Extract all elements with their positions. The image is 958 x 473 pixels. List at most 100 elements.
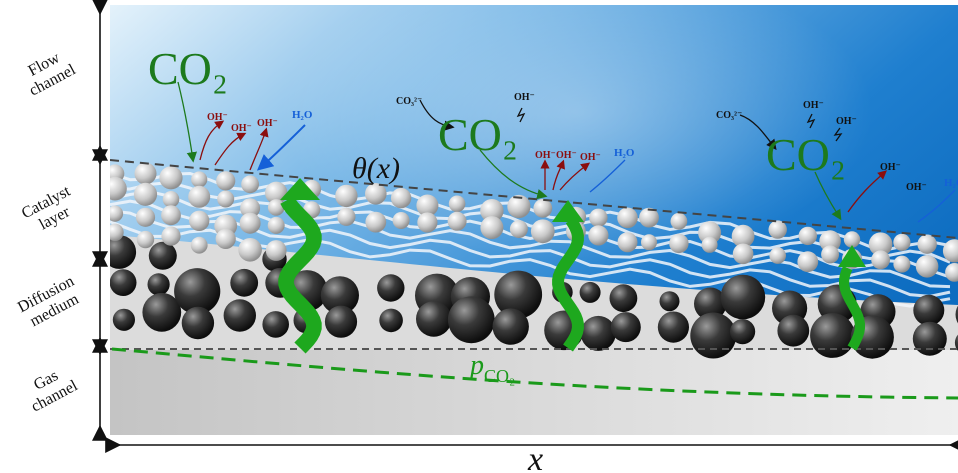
species-label: CO₃²⁻ [716, 110, 742, 121]
species-label: H₂O [614, 147, 635, 159]
carbon-particle [611, 312, 641, 342]
catalyst-particle [917, 235, 936, 254]
catalyst-particle [449, 196, 466, 213]
species-label: OH⁻ [257, 118, 278, 129]
carbon-particle [113, 309, 135, 331]
catalyst-particle [161, 227, 180, 246]
carbon-particle [690, 313, 736, 359]
diagram: CO₂ OH⁻ OH⁻ OH⁻ H₂O CO₃²⁻ OH⁻ CO₂ OH⁻ OH… [0, 0, 958, 473]
catalyst-particle [365, 212, 386, 233]
carbon-particle [580, 282, 601, 303]
catalyst-particle [510, 220, 528, 238]
carbon-particle [810, 313, 855, 358]
carbon-particle [658, 312, 689, 343]
catalyst-particle [240, 213, 261, 234]
species-label: OH⁻ [836, 116, 857, 127]
x-axis-label: x [527, 441, 543, 473]
species-label: OH⁻ [514, 92, 535, 103]
catalyst-particle [268, 199, 285, 216]
catalyst-particle [103, 177, 127, 201]
carbon-particle [377, 274, 404, 301]
species-label: H₂O [292, 109, 313, 121]
catalyst-particle [916, 255, 939, 278]
species-label: H₂O [944, 177, 958, 189]
species-label: OH⁻ [880, 162, 901, 173]
region-label: Catalystlayer [19, 182, 82, 238]
species-label: OH⁻ [906, 182, 927, 193]
catalyst-particle [871, 250, 890, 269]
region-labels: FlowchannelCatalystlayerDiffusionmediumG… [15, 45, 85, 416]
carbon-particle [224, 299, 256, 331]
catalyst-particle [135, 163, 157, 185]
pressure-base: p [468, 350, 484, 381]
region-label: Flowchannel [18, 45, 79, 100]
carbon-particle [493, 308, 529, 344]
carbon-particle [448, 296, 495, 343]
catalyst-particle [893, 234, 910, 251]
catalyst-particle [161, 205, 181, 225]
carbon-particle [416, 301, 452, 337]
catalyst-particle [191, 237, 208, 254]
catalyst-particle [136, 208, 155, 227]
catalyst-particle [134, 183, 157, 206]
catalyst-particle [797, 251, 818, 272]
species-label: OH⁻ [556, 150, 577, 161]
catalyst-particle [266, 240, 287, 261]
carbon-particle [149, 242, 177, 270]
catalyst-particle [238, 238, 262, 262]
carbon-particle [325, 306, 357, 338]
carbon-particle [148, 273, 170, 295]
catalyst-particle [335, 185, 357, 207]
carbon-particle [262, 311, 289, 338]
species-label: CO₂ [766, 129, 846, 180]
catalyst-particle [821, 245, 839, 263]
catalyst-particle [448, 212, 467, 231]
scene: CO₂ OH⁻ OH⁻ OH⁻ H₂O CO₃²⁻ OH⁻ CO₂ OH⁻ OH… [102, 5, 958, 435]
catalyst-particle [417, 212, 437, 232]
carbon-particle [777, 315, 809, 347]
carbon-particle [913, 295, 944, 326]
catalyst-particle [393, 212, 410, 229]
catalyst-particle [533, 199, 552, 218]
catalyst-particle [241, 175, 259, 193]
catalyst-particle [669, 234, 688, 253]
catalyst-particle [671, 213, 688, 230]
theta-label: θ(x) [352, 152, 400, 185]
pressure-sub: CO₂ [484, 366, 515, 386]
catalyst-particle [531, 219, 555, 243]
catalyst-particle [893, 256, 910, 273]
carbon-particle [110, 269, 137, 296]
species-label: OH⁻ [535, 150, 556, 161]
carbon-particle [182, 307, 214, 339]
catalyst-particle [163, 191, 180, 208]
catalyst-particle [159, 166, 182, 189]
catalyst-particle [588, 225, 608, 245]
catalyst-particle [216, 171, 235, 190]
catalyst-particle [391, 188, 411, 208]
species-label: OH⁻ [207, 112, 228, 123]
catalyst-particle [589, 209, 607, 227]
catalyst-particle [137, 231, 154, 248]
catalyst-particle [107, 206, 123, 222]
species-label: OH⁻ [803, 100, 824, 111]
catalyst-particle [641, 234, 657, 250]
catalyst-particle [799, 227, 817, 245]
carbon-particle [230, 269, 258, 297]
species-label: OH⁻ [580, 152, 601, 163]
carbon-particle [102, 235, 136, 269]
catalyst-particle [769, 247, 786, 264]
catalyst-particle [617, 208, 638, 229]
catalyst-particle [268, 217, 285, 234]
catalyst-particle [189, 211, 209, 231]
catalyst-particle [106, 224, 123, 241]
region-label: Diffusionmedium [15, 273, 85, 333]
carbon-particle [610, 284, 638, 312]
carbon-particle [660, 291, 680, 311]
species-label: CO₂ [438, 109, 518, 160]
carbon-particle [581, 316, 616, 351]
catalyst-particle [217, 191, 234, 208]
species-label: CO₂ [148, 43, 228, 94]
catalyst-particle [702, 237, 718, 253]
carbon-particle [721, 275, 766, 320]
carbon-particle [379, 309, 403, 333]
